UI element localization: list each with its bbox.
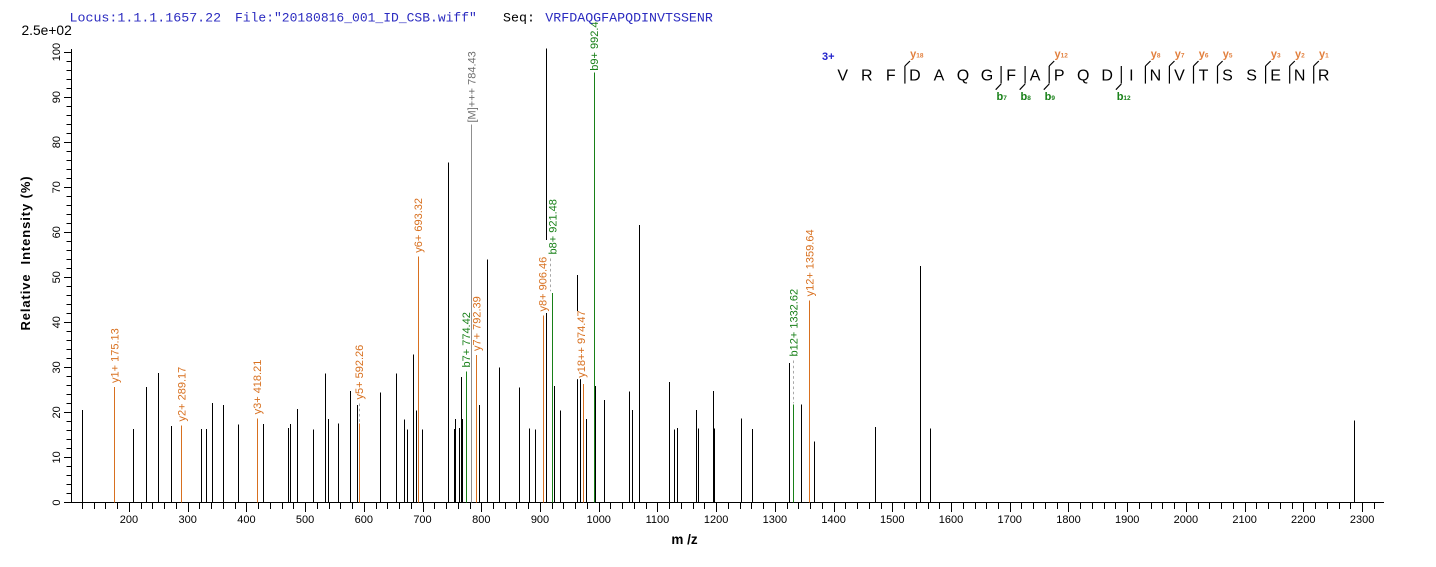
svg-text:y7+ 792.39: y7+ 792.39 bbox=[472, 296, 484, 351]
svg-text:R: R bbox=[861, 68, 873, 85]
svg-text:1700: 1700 bbox=[997, 514, 1021, 526]
svg-text:Seq:: Seq: bbox=[503, 10, 535, 25]
svg-text:y12+ 1359.64: y12+ 1359.64 bbox=[804, 229, 816, 296]
svg-text:1600: 1600 bbox=[939, 514, 963, 526]
svg-text:1100: 1100 bbox=[646, 514, 670, 526]
svg-text:400: 400 bbox=[237, 514, 255, 526]
svg-text:A: A bbox=[934, 68, 945, 85]
svg-text:100: 100 bbox=[51, 43, 63, 61]
svg-text:b8: b8 bbox=[1021, 91, 1032, 103]
svg-text:20: 20 bbox=[51, 406, 63, 418]
svg-text:P: P bbox=[1054, 68, 1065, 85]
svg-text:900: 900 bbox=[531, 514, 549, 526]
svg-text:b8+ 921.48: b8+ 921.48 bbox=[548, 199, 560, 254]
svg-text:200: 200 bbox=[120, 514, 138, 526]
svg-text:R: R bbox=[1318, 68, 1330, 85]
svg-text:40: 40 bbox=[51, 316, 63, 328]
svg-text:D: D bbox=[1101, 68, 1113, 85]
svg-text:y2: y2 bbox=[1295, 49, 1305, 61]
svg-text:Locus:1.1.1.1657.22: Locus:1.1.1.1657.22 bbox=[70, 10, 222, 25]
svg-text:y18++ 974.47: y18++ 974.47 bbox=[576, 310, 588, 377]
svg-text:50: 50 bbox=[51, 271, 63, 283]
svg-text:y7: y7 bbox=[1175, 49, 1185, 61]
svg-text:y6+ 693.32: y6+ 693.32 bbox=[413, 198, 425, 253]
svg-text:F: F bbox=[886, 68, 896, 85]
svg-text:V: V bbox=[837, 68, 848, 85]
svg-text:y5+ 592.26: y5+ 592.26 bbox=[354, 345, 366, 400]
svg-text:S: S bbox=[1246, 68, 1257, 85]
svg-text:600: 600 bbox=[355, 514, 373, 526]
svg-text:y8: y8 bbox=[1151, 49, 1161, 61]
svg-text:y1+ 175.13: y1+ 175.13 bbox=[109, 328, 121, 383]
svg-text:Q: Q bbox=[957, 68, 969, 85]
svg-text:Relative Intensity (%): Relative Intensity (%) bbox=[18, 175, 33, 330]
svg-text:1400: 1400 bbox=[821, 514, 845, 526]
svg-text:y2+ 289.17: y2+ 289.17 bbox=[176, 367, 188, 422]
svg-text:y3: y3 bbox=[1271, 49, 1281, 61]
svg-text:y6: y6 bbox=[1199, 49, 1209, 61]
svg-text:b9+ 992.4: b9+ 992.4 bbox=[589, 21, 601, 70]
svg-text:0: 0 bbox=[51, 499, 63, 505]
svg-text:G: G bbox=[981, 68, 993, 85]
svg-text:300: 300 bbox=[179, 514, 197, 526]
svg-text:1900: 1900 bbox=[1115, 514, 1139, 526]
svg-text:800: 800 bbox=[472, 514, 490, 526]
svg-text:m /z: m /z bbox=[671, 532, 698, 547]
svg-text:1000: 1000 bbox=[586, 514, 610, 526]
svg-text:80: 80 bbox=[51, 136, 63, 148]
svg-text:90: 90 bbox=[51, 91, 63, 103]
svg-text:y5: y5 bbox=[1223, 49, 1233, 61]
svg-text:Q: Q bbox=[1077, 68, 1089, 85]
svg-text:[M]+++ 784.43: [M]+++ 784.43 bbox=[467, 51, 479, 122]
svg-text:V: V bbox=[1174, 68, 1185, 85]
svg-text:1200: 1200 bbox=[704, 514, 728, 526]
svg-text:b9: b9 bbox=[1045, 91, 1056, 103]
svg-text:500: 500 bbox=[296, 514, 314, 526]
svg-text:T: T bbox=[1199, 68, 1209, 85]
svg-text:I: I bbox=[1129, 68, 1133, 85]
svg-text:N: N bbox=[1294, 68, 1306, 85]
svg-text:D: D bbox=[909, 68, 921, 85]
svg-text:3+: 3+ bbox=[822, 51, 835, 63]
svg-text:b7: b7 bbox=[997, 91, 1008, 103]
svg-text:1800: 1800 bbox=[1056, 514, 1080, 526]
svg-text:10: 10 bbox=[51, 451, 63, 463]
svg-text:S: S bbox=[1222, 68, 1233, 85]
svg-text:2300: 2300 bbox=[1350, 514, 1374, 526]
svg-text:2100: 2100 bbox=[1232, 514, 1256, 526]
svg-text:2000: 2000 bbox=[1174, 514, 1198, 526]
svg-text:File:"20180816_001_ID_CSB.wiff: File:"20180816_001_ID_CSB.wiff" bbox=[235, 10, 477, 25]
svg-text:30: 30 bbox=[51, 361, 63, 373]
svg-text:b12+ 1332.62: b12+ 1332.62 bbox=[788, 289, 800, 357]
svg-text:E: E bbox=[1270, 68, 1281, 85]
svg-text:70: 70 bbox=[51, 181, 63, 193]
svg-text:VRFDAQGFAPQDINVTSSENR: VRFDAQGFAPQDINVTSSENR bbox=[545, 10, 713, 25]
svg-text:A: A bbox=[1030, 68, 1041, 85]
svg-text:2200: 2200 bbox=[1291, 514, 1315, 526]
svg-text:b7+ 774.42: b7+ 774.42 bbox=[461, 312, 473, 367]
svg-text:1300: 1300 bbox=[763, 514, 787, 526]
svg-text:y1: y1 bbox=[1319, 49, 1329, 61]
svg-text:2.5e+02: 2.5e+02 bbox=[22, 23, 72, 38]
svg-text:y8+ 906.46: y8+ 906.46 bbox=[537, 257, 549, 312]
svg-text:60: 60 bbox=[51, 226, 63, 238]
svg-text:F: F bbox=[1006, 68, 1016, 85]
svg-text:y3+ 418.21: y3+ 418.21 bbox=[252, 360, 264, 415]
svg-text:1500: 1500 bbox=[880, 514, 904, 526]
svg-text:N: N bbox=[1150, 68, 1162, 85]
svg-text:700: 700 bbox=[413, 514, 431, 526]
